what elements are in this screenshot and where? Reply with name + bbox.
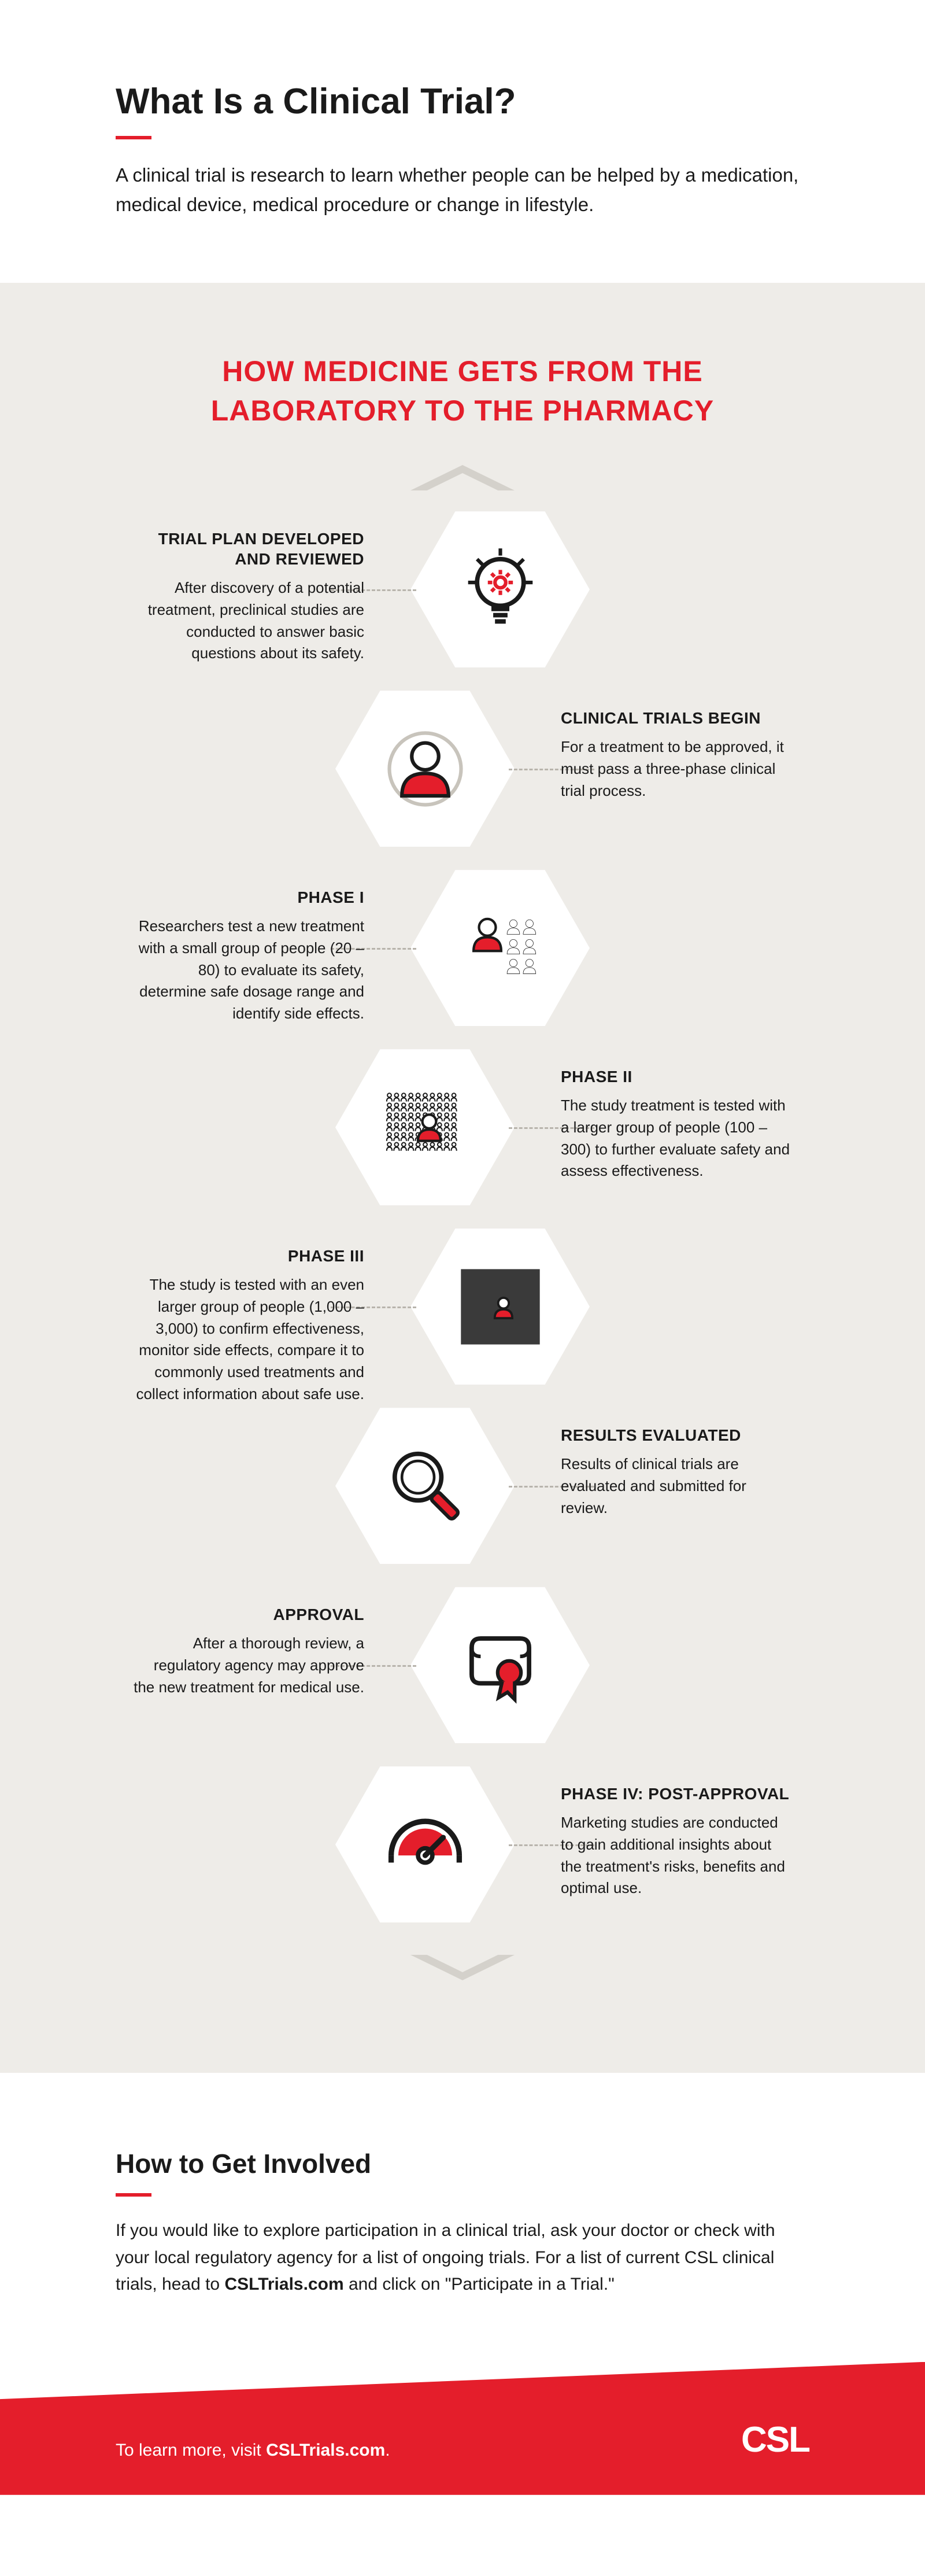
involved-underline: [116, 2193, 151, 2197]
step-text-7: APPROVAL After a thorough review, a regul…: [133, 1604, 364, 1698]
page-subtitle: A clinical trial is research to learn wh…: [116, 160, 809, 219]
hex-step-2: [335, 691, 515, 847]
person-single-icon: [380, 724, 470, 814]
title-line-2: LABORATORY TO THE PHARMACY: [211, 394, 714, 427]
step-body: After discovery of a potential treatment…: [133, 577, 364, 665]
step-body: Researchers test a new treatment with a …: [133, 916, 364, 1024]
step-title: TRIAL PLAN DEVELOPED AND REVIEWED: [133, 529, 364, 569]
step-body: Marketing studies are conducted to gain …: [561, 1812, 792, 1899]
chevron-top-icon: [410, 465, 515, 490]
step-title: APPROVAL: [133, 1604, 364, 1625]
infographic-title: HOW MEDICINE GETS FROM THE LABORATORY TO…: [0, 352, 925, 430]
hex-step-5: [410, 1228, 590, 1385]
involved-title: How to Get Involved: [116, 2148, 809, 2179]
chevron-bottom-icon: [410, 1955, 515, 1980]
step-text-6: RESULTS EVALUATED Results of clinical tri…: [561, 1425, 792, 1519]
step-title: PHASE IV: POST-APPROVAL: [561, 1784, 792, 1804]
step-body: The study is tested with an even larger …: [133, 1274, 364, 1405]
hex-step-8: [335, 1766, 515, 1922]
hex-step-3: [410, 870, 590, 1026]
involved-body: If you would like to explore participati…: [116, 2217, 809, 2298]
step-text-2: CLINICAL TRIALS BEGIN For a treatment to …: [561, 708, 792, 802]
get-involved-section: How to Get Involved If you would like to…: [0, 2073, 925, 2362]
main-infographic: HOW MEDICINE GETS FROM THE LABORATORY TO…: [0, 283, 925, 2073]
magnifier-icon: [380, 1441, 470, 1531]
header-section: What Is a Clinical Trial? A clinical tri…: [0, 0, 925, 283]
step-title: CLINICAL TRIALS BEGIN: [561, 708, 792, 728]
step-body: After a thorough review, a regulatory ag…: [133, 1633, 364, 1698]
certificate-icon: [456, 1621, 545, 1710]
gauge-icon: [380, 1800, 470, 1889]
page-container: What Is a Clinical Trial? A clinical tri…: [0, 0, 925, 2495]
footer-text: To learn more, visit CSLTrials.com.: [116, 2441, 390, 2460]
flow-diagram: TRIAL PLAN DEVELOPED AND REVIEWED After d…: [0, 465, 925, 1980]
step-title: PHASE II: [561, 1066, 792, 1087]
step-body: Results of clinical trials are evaluated…: [561, 1453, 792, 1519]
step-text-5: PHASE III The study is tested with an eve…: [133, 1246, 364, 1405]
step-text-3: PHASE I Researchers test a new treatment …: [133, 887, 364, 1024]
step-title: PHASE III: [133, 1246, 364, 1266]
hex-step-7: [410, 1587, 590, 1743]
hex-step-6: [335, 1408, 515, 1564]
step-title: RESULTS EVALUATED: [561, 1425, 792, 1445]
step-text-1: TRIAL PLAN DEVELOPED AND REVIEWED After d…: [133, 529, 364, 665]
hex-step-1: [410, 511, 590, 667]
footer-logo: CSL: [741, 2419, 809, 2460]
person-small-group-icon: [456, 903, 545, 993]
hex-step-4: [335, 1049, 515, 1205]
footer: To learn more, visit CSLTrials.com. CSL: [0, 2362, 925, 2495]
step-text-8: PHASE IV: POST-APPROVAL Marketing studies…: [561, 1784, 792, 1899]
person-medium-group-icon: [380, 1083, 470, 1172]
title-line-1: HOW MEDICINE GETS FROM THE: [222, 355, 703, 387]
lightbulb-gear-icon: [456, 545, 545, 634]
title-underline: [116, 136, 151, 139]
step-body: The study treatment is tested with a lar…: [561, 1095, 792, 1182]
step-body: For a treatment to be approved, it must …: [561, 736, 792, 802]
page-title: What Is a Clinical Trial?: [116, 81, 809, 122]
person-large-group-icon: [456, 1262, 545, 1352]
step-title: PHASE I: [133, 887, 364, 907]
step-text-4: PHASE II The study treatment is tested wi…: [561, 1066, 792, 1182]
